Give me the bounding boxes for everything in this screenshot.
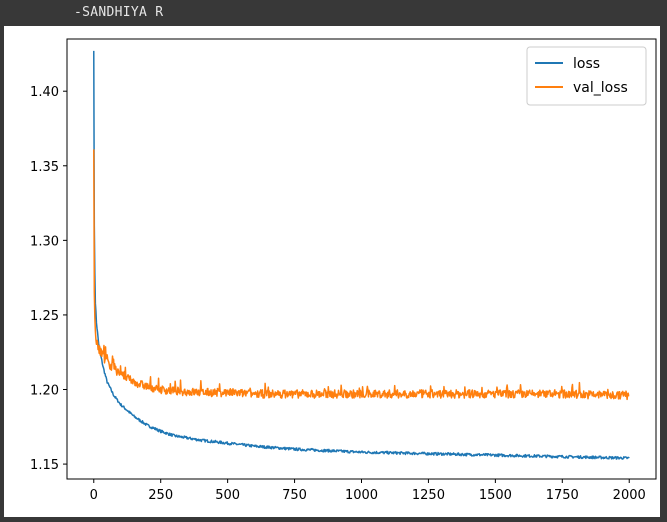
author-caption: -SANDHIYA R [74,5,164,20]
series-layer [93,50,630,460]
y-axis-ticks: 1.15 1.20 1.25 1.30 1.35 1.40 [30,85,67,473]
legend: loss val_loss [526,46,647,106]
x-tick-label: 1000 [345,488,378,503]
y-tick-label: 1.30 [30,234,59,249]
series-line-val-loss [93,149,630,401]
legend-box [526,46,647,106]
x-tick-label: 0 [90,488,98,503]
x-tick-label: 2000 [613,488,646,503]
x-tick-label: 1750 [546,488,579,503]
x-tick-label: 500 [215,488,240,503]
plot-area-background [67,39,656,479]
legend-label-loss: loss [573,56,600,72]
x-tick-label: 1250 [412,488,445,503]
loss-chart: 0 250 500 750 1000 1250 1500 1750 2000 1.151.201… [30,38,657,503]
y-tick-label: 1.15 [30,458,59,473]
y-tick-label: 1.20 [30,384,59,399]
plot-frame [66,38,657,480]
legend-label-val-loss: val_loss [573,80,628,96]
series-line-loss [93,50,630,460]
x-tick-label: 250 [148,488,173,503]
y-tick-label: 1.25 [30,309,59,324]
x-tick-label: 1500 [479,488,512,503]
output-header-bar: -SANDHIYA R [0,0,667,26]
y-tick-label: 1.40 [30,85,59,100]
y-tick-label: 1.35 [30,160,59,175]
x-tick-label: 750 [282,488,307,503]
cell-output-panel: 0 250 500 750 1000 1250 1500 1750 2000 1.15 1.20 1… [4,26,660,517]
x-axis-ticks: 0 250 500 750 1000 1250 1500 1750 2000 [90,479,646,503]
